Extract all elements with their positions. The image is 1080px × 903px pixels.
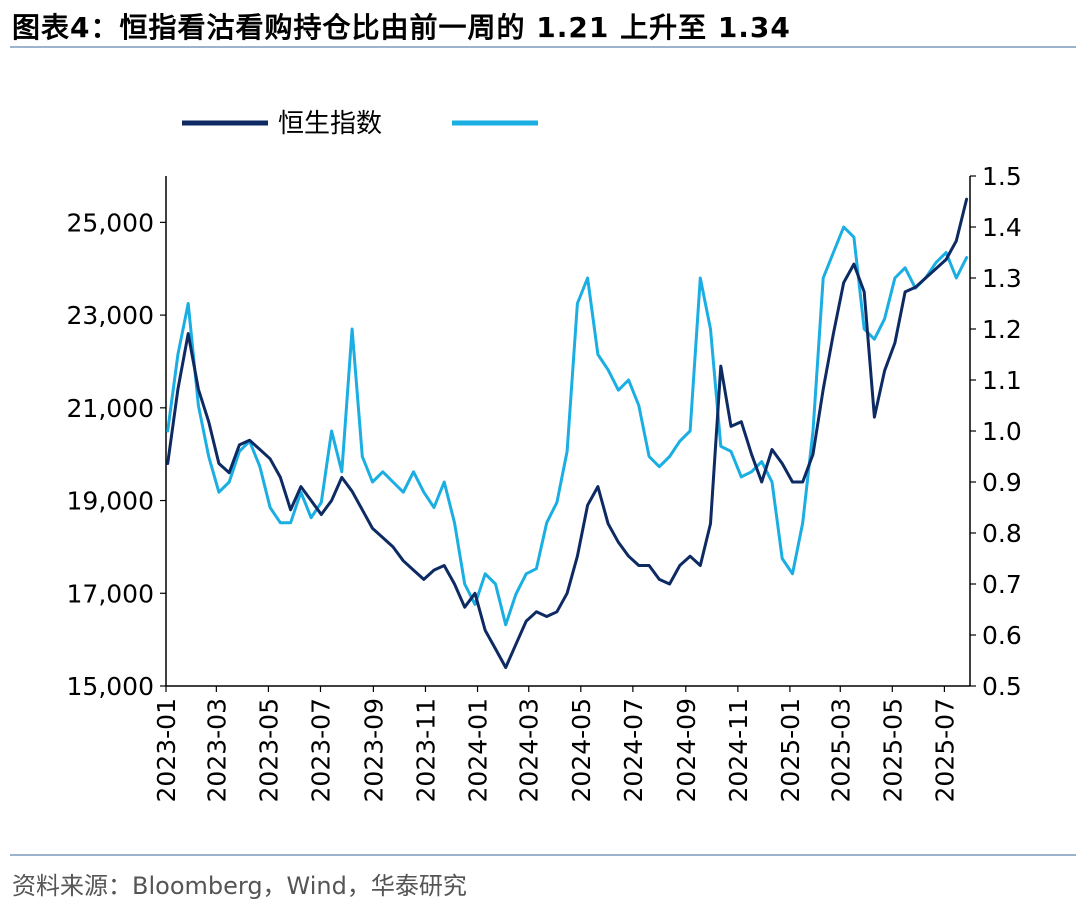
series-layer: [166, 197, 969, 669]
series-line-index: [166, 197, 969, 669]
y-left-tick-label: 25,000: [67, 208, 154, 237]
y-right-tick-label: 1.5: [982, 162, 1022, 191]
y-right-tick-label: 1.3: [982, 264, 1022, 293]
x-tick-label: 2025-07: [930, 698, 959, 802]
x-tick-label: 2024-07: [619, 698, 648, 802]
x-tick-label: 2025-03: [826, 698, 855, 802]
page-title: 图表4：恒指看沽看购持仓比由前一周的 1.21 上升至 1.34: [12, 11, 791, 44]
y-left-tick-label: 21,000: [67, 394, 154, 423]
x-tick-label: 2023-01: [152, 698, 181, 802]
y-right-tick-label: 0.8: [982, 519, 1022, 548]
y-right-tick-label: 0.6: [982, 621, 1022, 650]
x-tick-label: 2025-01: [776, 698, 805, 802]
x-tick-label: 2024-01: [464, 698, 493, 802]
x-tick-label: 2025-05: [878, 698, 907, 802]
x-tick-label: 2023-11: [411, 698, 440, 802]
footer-divider: [10, 854, 1076, 856]
x-tick-label: 2024-05: [567, 698, 596, 802]
title-divider: [10, 46, 1076, 48]
x-tick-label: 2023-03: [202, 698, 231, 802]
y-right-tick-label: 1.4: [982, 213, 1022, 242]
y-left-tick-label: 15,000: [67, 672, 154, 701]
source-note: 资料来源：Bloomberg，Wind，华泰研究: [12, 872, 467, 900]
x-tick-label: 2023-07: [306, 698, 335, 802]
y-right-tick-label: 0.5: [982, 672, 1022, 701]
y-right-tick-label: 1.0: [982, 417, 1022, 446]
x-tick-label: 2023-09: [359, 698, 388, 802]
y-right-tick-label: 1.1: [982, 366, 1022, 395]
legend-label-index: 恒生指数: [278, 109, 382, 139]
legend: 恒生指数: [182, 109, 538, 139]
x-tick-label: 2024-09: [672, 698, 701, 802]
y-left-tick-label: 17,000: [67, 579, 154, 608]
axes: 15,000 17,000 19,000 21,000 23,000 25,000 0.5 0…: [67, 162, 1022, 802]
y-right-tick-label: 1.2: [982, 315, 1022, 344]
y-left-tick-label: 19,000: [67, 487, 154, 516]
y-right-tick-label: 0.9: [982, 468, 1022, 497]
x-tick-label: 2024-03: [515, 698, 544, 802]
series-line-ratio: [166, 225, 969, 627]
x-tick-label: 2024-11: [724, 698, 753, 802]
y-right-tick-label: 0.7: [982, 570, 1022, 599]
y-left-tick-label: 23,000: [67, 301, 154, 330]
x-tick-label: 2023-05: [254, 698, 283, 802]
